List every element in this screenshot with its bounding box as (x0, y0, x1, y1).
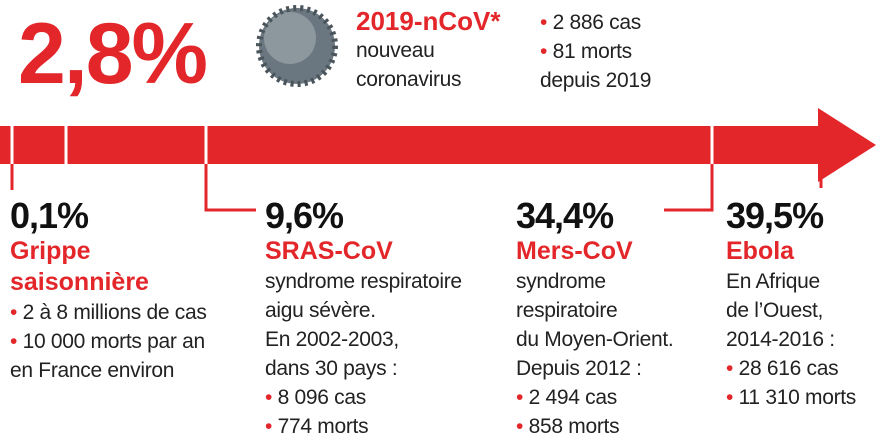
item-rate: 9,6% (265, 196, 462, 236)
description-line: 2014-2016 : (726, 325, 856, 354)
ncov-rate: 2,8% (18, 6, 206, 102)
bullet: 2 à 8 millions de cas (10, 298, 207, 327)
description-line: respiratoire (516, 296, 673, 325)
item-name: SRAS-CoV (265, 236, 462, 267)
description-line: syndrome (516, 267, 673, 296)
infographic: 2,8% 2019-nCoV* nouveaucoronavirus 2 886… (0, 0, 876, 443)
description-line: Depuis 2012 : (516, 354, 673, 383)
description-line: de l’Ouest, (726, 296, 856, 325)
bullet: 11 310 morts (726, 383, 856, 412)
description-line: En 2002-2003, (265, 325, 462, 354)
description-line: aigu sévère. (265, 296, 462, 325)
description-line: syndrome respiratoire (265, 267, 462, 296)
virus-icon (259, 8, 335, 84)
bullet: 2 494 cas (516, 383, 673, 412)
arrow-head (818, 108, 876, 182)
bullet: 858 morts (516, 412, 673, 441)
timeline-bar (0, 126, 822, 164)
ncov-name: 2019-nCoV* (356, 6, 501, 36)
bullet: 2 886 cas (540, 8, 651, 37)
item: 0,1%Grippesaisonnière2 à 8 millions de c… (10, 196, 207, 385)
item-name: saisonnière (10, 267, 207, 298)
item-name: Ebola (726, 236, 856, 267)
item-rate: 34,4% (516, 196, 673, 236)
bullet: 81 morts (540, 37, 651, 66)
note: en France environ (10, 356, 207, 385)
item-rate: 0,1% (10, 196, 207, 236)
item-rate: 39,5% (726, 196, 856, 236)
bullet: 28 616 cas (726, 354, 856, 383)
description-line: dans 30 pays : (265, 354, 462, 383)
item-name: Mers-CoV (516, 236, 673, 267)
description-line: coronavirus (356, 65, 501, 94)
description-line: du Moyen-Orient. (516, 325, 673, 354)
bullet: 774 morts (265, 412, 462, 441)
description-line: En Afrique (726, 267, 856, 296)
bullet: 10 000 morts par an (10, 327, 207, 356)
note: depuis 2019 (540, 66, 651, 95)
bullet: 8 096 cas (265, 383, 462, 412)
item-name: Grippe (10, 236, 207, 267)
description-line: nouveau (356, 36, 501, 65)
